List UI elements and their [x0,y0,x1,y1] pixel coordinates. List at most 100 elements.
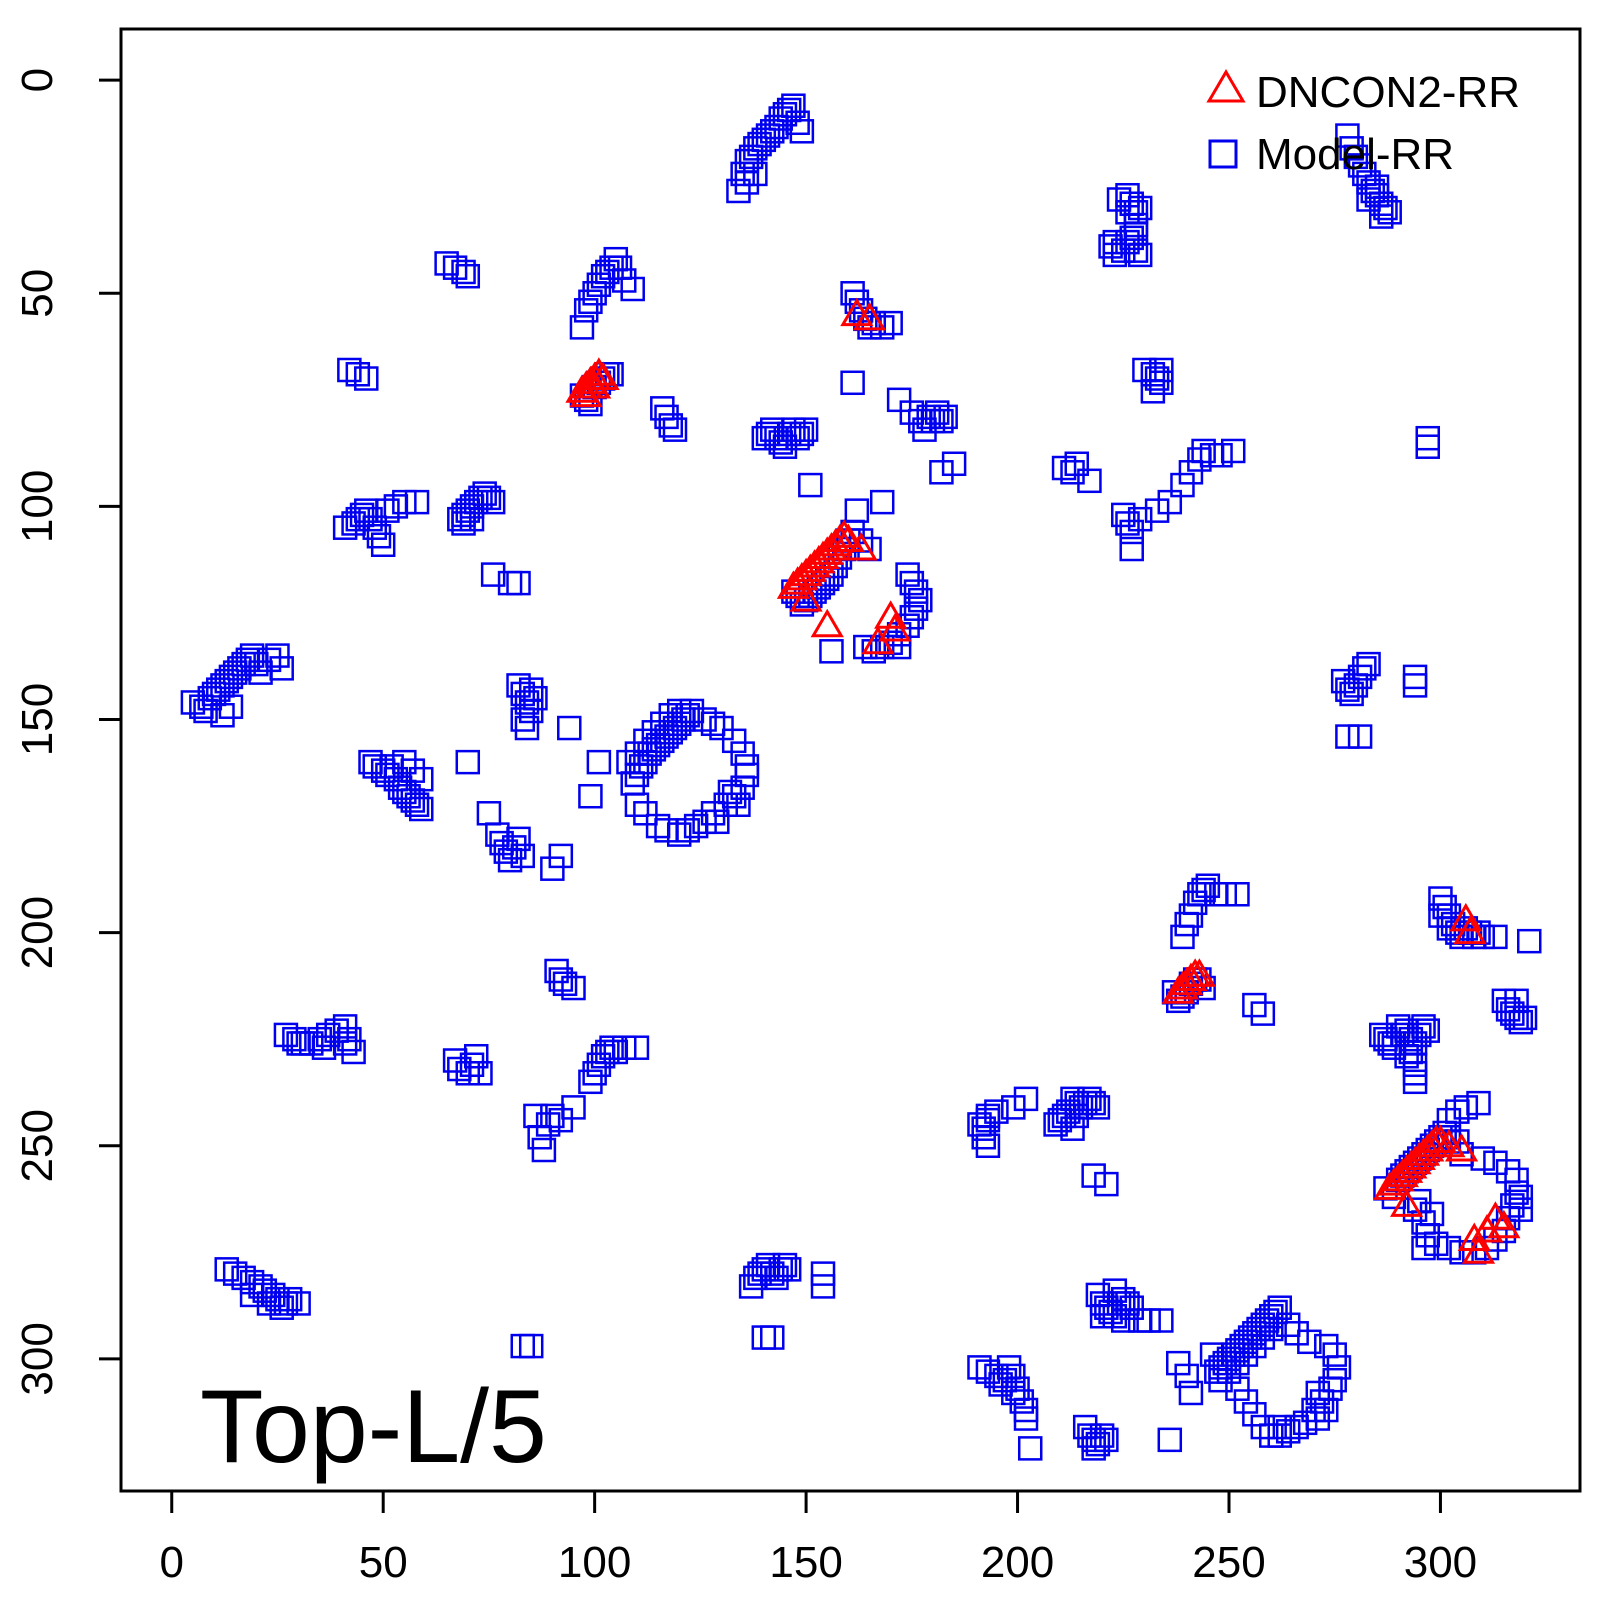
model-rr-point [455,263,481,289]
model-rr-point [214,668,239,694]
model-rr-point [1335,724,1360,749]
model-rr-point [455,749,481,775]
model-rr-point [633,801,658,826]
model-rr-point [544,958,569,984]
model-rr-point [324,1018,349,1043]
model-rr-point [1119,1295,1144,1320]
model-rr-point [1094,1427,1119,1453]
model-rr-point [717,779,743,805]
model-rr-point [578,1069,603,1095]
legend-label-dncon2: DNCON2-RR [1256,68,1520,117]
model-rr-point [332,515,358,540]
model-rr-point [1352,656,1377,681]
model-rr-point [256,647,282,673]
model-rr-point [738,1274,764,1299]
model-rr-point [1483,1150,1508,1176]
model-rr-point [239,1269,265,1295]
model-rr-point [1402,1069,1428,1095]
model-rr-point [755,123,781,148]
model-rr-point [1111,1308,1136,1333]
model-rr-point [214,1257,239,1282]
model-rr-point [1170,472,1195,498]
model-rr-point [941,451,967,477]
model-rr-point [506,673,531,698]
model-rr-point [908,587,933,613]
dncon2-rr-point [1449,902,1483,932]
model-rr-point [210,702,235,728]
model-rr-point [1013,1406,1039,1431]
model-rr-point [231,1265,256,1291]
model-rr-point [1225,1350,1250,1376]
model-rr-point [1056,1099,1081,1124]
model-rr-point [1301,1397,1326,1423]
model-rr-point [760,1325,785,1350]
dncon2-rr-point [819,527,853,557]
model-rr-point [650,711,675,737]
model-rr-point [984,1099,1009,1124]
model-rr-point [1051,455,1077,481]
model-rr-point [527,1124,552,1150]
model-rr-point [1187,882,1212,907]
model-rr-point [493,839,519,864]
model-rr-point [705,809,730,835]
model-rr-point [903,579,929,604]
model-rr-point [895,562,920,587]
model-rr-point [789,421,815,447]
model-rr-point [975,1107,1001,1133]
model-rr-point [1077,1086,1102,1112]
model-rr-point [611,268,637,293]
model-rr-point [269,656,294,681]
model-rr-point [776,421,802,447]
legend-triangle-icon [1206,69,1246,103]
dncon2-rr-point [582,357,616,386]
model-rr-point [984,1363,1009,1389]
model-rr-point [1242,1333,1267,1359]
model-rr-point [531,1137,557,1163]
model-rr-point [286,1291,311,1316]
model-rr-point [734,170,760,195]
model-rr-point [514,715,540,741]
model-rr-point [1275,1419,1301,1444]
model-rr-point [459,1052,485,1078]
model-rr-point [1242,1402,1267,1427]
model-rr-point [1381,1031,1407,1056]
dncon2-rr-point [1390,1188,1424,1217]
model-rr-point [1047,1107,1073,1133]
model-rr-point [518,1333,544,1359]
model-rr-point [1305,1380,1331,1406]
model-rr-point [772,101,798,127]
dncon2-rr-point [1461,1235,1496,1264]
model-rr-point [743,161,768,187]
model-rr-point [1347,724,1373,749]
model-rr-point [1267,1414,1292,1440]
model-rr-point [451,511,476,536]
model-rr-point [1081,1436,1106,1461]
model-rr-point [899,570,925,596]
model-rr-point [1394,1043,1419,1069]
model-rr-point [1001,1380,1026,1406]
model-rr-point [1220,438,1246,464]
model-rr-point [349,502,375,528]
dncon2-rr-point [1453,915,1487,945]
model-rr-point [709,715,734,741]
model-rr-point [1111,502,1136,528]
model-rr-point [222,1261,248,1286]
model-rr-point [1508,1197,1534,1222]
dncon2-rr-point [874,600,908,629]
model-rr-point [586,272,612,297]
model-rr-point [1495,1159,1521,1184]
model-rr-point [231,651,256,677]
model-rr-point [633,728,658,754]
model-rr-point [455,498,481,523]
model-rr-point [624,792,650,818]
model-rr-point [1453,1095,1479,1120]
x-tick-label: 250 [1192,1538,1265,1587]
model-rr-point [785,425,810,451]
dncon2-rr-point [789,583,823,612]
model-rr-point [764,1265,789,1291]
model-rr-point [1178,460,1204,485]
dncon2-rr-point [1415,1128,1449,1158]
model-rr-point [273,1022,299,1048]
model-rr-point [1225,882,1250,907]
